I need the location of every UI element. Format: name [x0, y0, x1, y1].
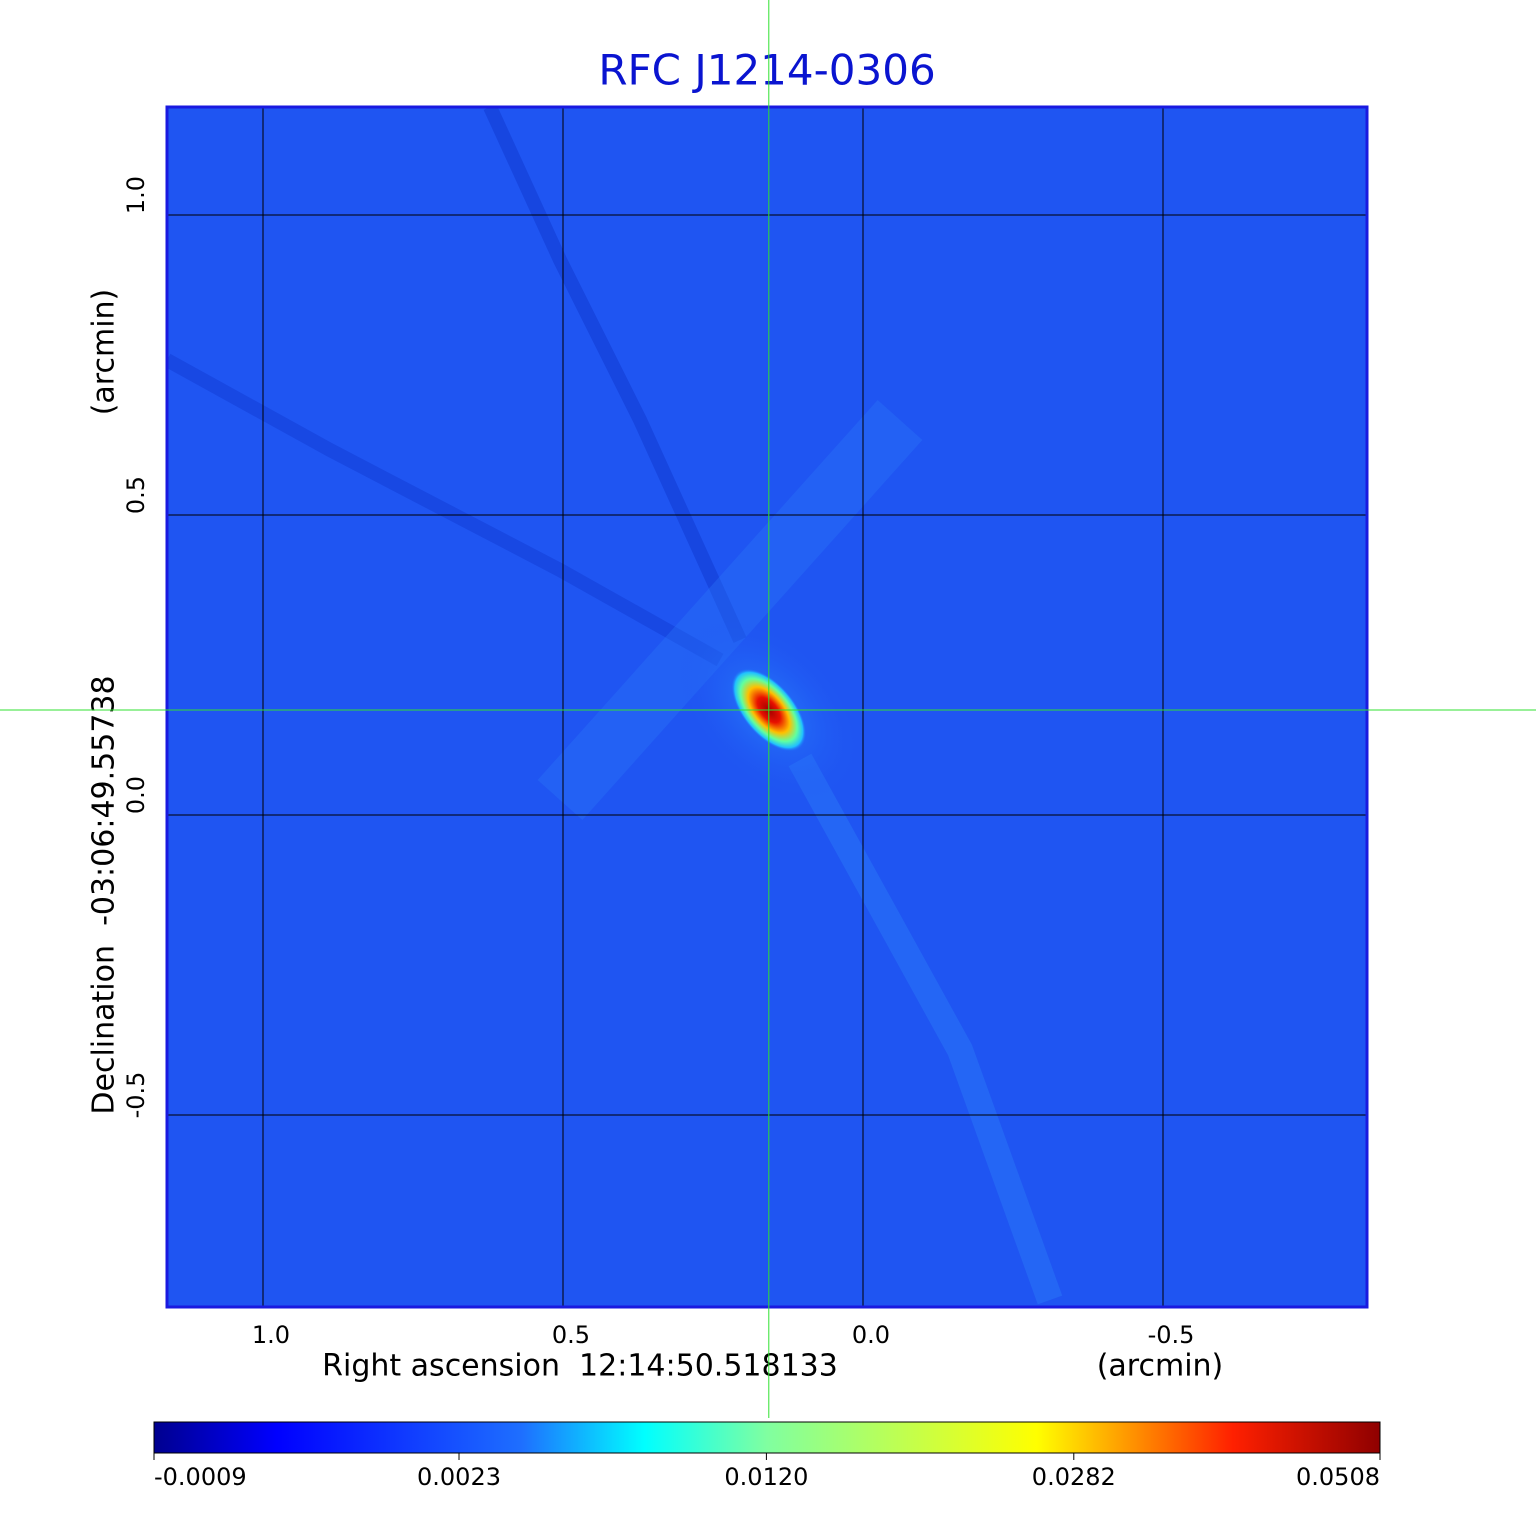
streak [483, 107, 747, 643]
x-tick-label: 0.0 [852, 1321, 890, 1349]
chart-title: RFC J1214-0306 [598, 46, 935, 95]
y-tick-label: 0.0 [122, 776, 150, 814]
colorbar [153, 1421, 1381, 1454]
streak [167, 353, 724, 667]
y-tick-label: 1.0 [122, 176, 150, 214]
streak [537, 399, 923, 821]
y-axis-label: Declination -03:06:49.55738 [87, 675, 122, 1114]
plot-frame [165, 105, 1369, 1309]
x-tick-label: 0.5 [552, 1321, 590, 1349]
colorbar-tick-label: 0.0282 [1032, 1463, 1116, 1491]
colorbar-tick-label: 0.0120 [724, 1463, 808, 1491]
colorbar-tick-label: 0.0023 [417, 1463, 501, 1491]
y-axis-unit: (arcmin) [87, 289, 122, 416]
y-tick-label: -0.5 [122, 1072, 150, 1119]
colorbar-tick-label: 0.0508 [1296, 1463, 1380, 1491]
x-tick-label: 1.0 [252, 1321, 290, 1349]
x-axis-unit: (arcmin) [1097, 1349, 1224, 1384]
image-area [167, 107, 1367, 1307]
x-axis-label: Right ascension 12:14:50.518133 [322, 1349, 838, 1384]
x-tick-label: -0.5 [1148, 1321, 1195, 1349]
streak [788, 753, 1063, 1305]
colorbar-tick-label: -0.0009 [154, 1463, 247, 1491]
y-tick-label: 0.5 [122, 476, 150, 514]
